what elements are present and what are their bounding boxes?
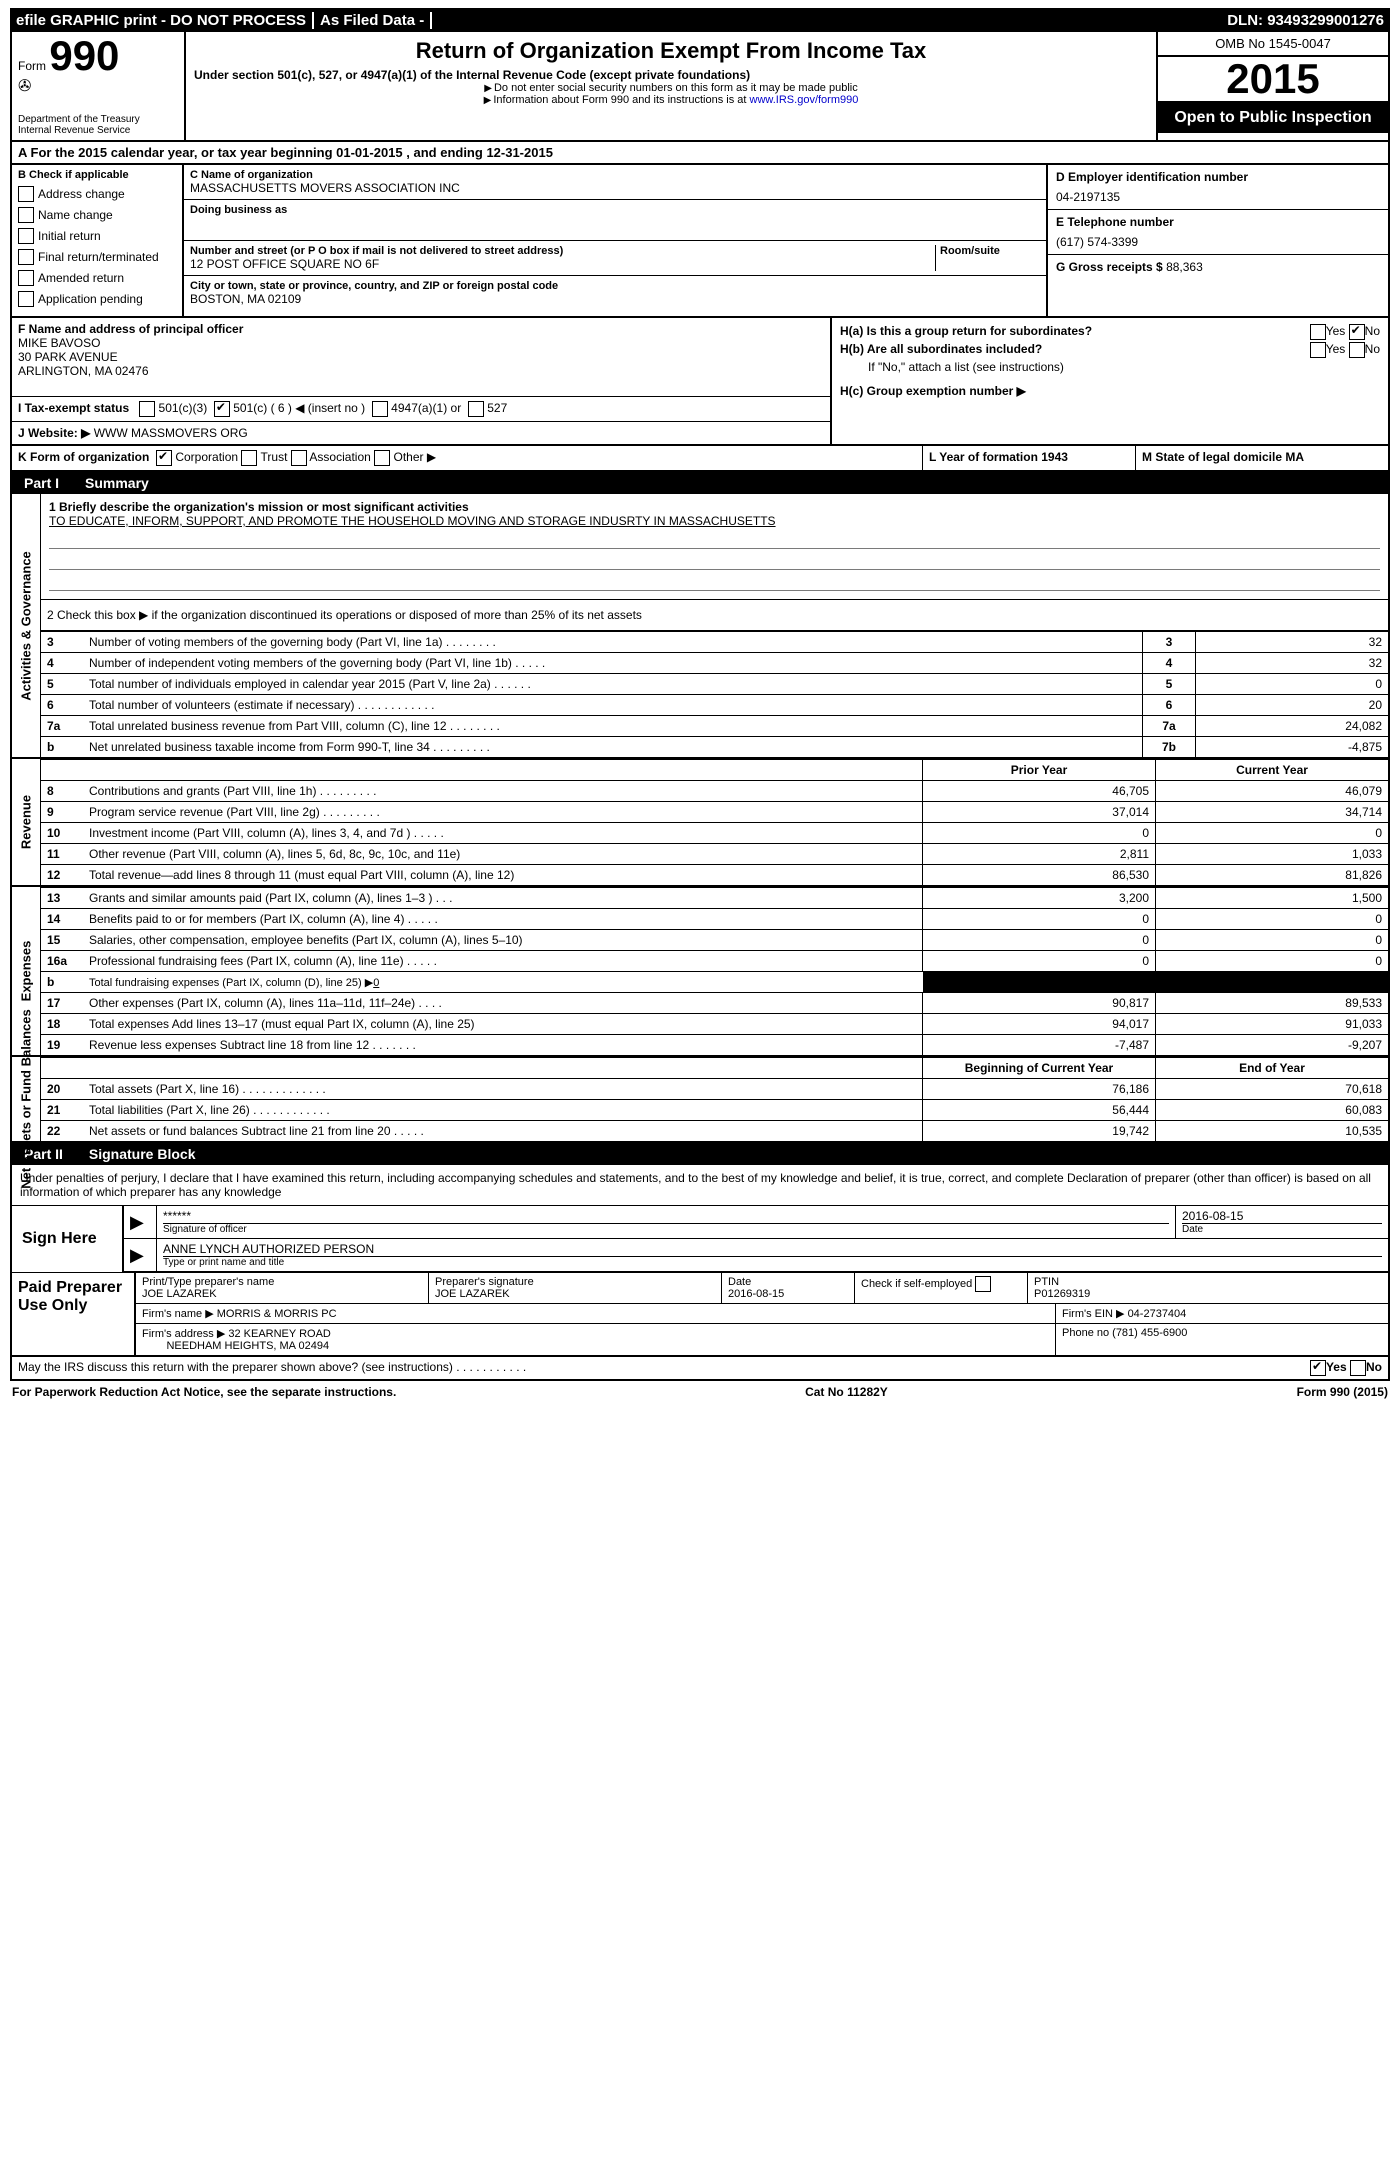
row-k: K Form of organization Corporation Trust… bbox=[10, 446, 1390, 472]
row-a-tax-year: A For the 2015 calendar year, or tax yea… bbox=[10, 142, 1390, 165]
form-title: Return of Organization Exempt From Incom… bbox=[194, 38, 1148, 64]
part1-netassets: Net Assets or Fund Balances Beginning of… bbox=[10, 1057, 1390, 1143]
form-number: 990 bbox=[49, 32, 119, 79]
dln: DLN: 93493299001276 bbox=[1221, 12, 1390, 29]
officer-label: F Name and address of principal officer bbox=[18, 322, 243, 336]
side-tab-governance: Activities & Governance bbox=[12, 494, 41, 757]
phone-label: E Telephone number bbox=[1056, 215, 1380, 229]
hb-no[interactable] bbox=[1349, 342, 1365, 358]
col-prior: Prior Year bbox=[923, 760, 1156, 781]
asfiled: As Filed Data - bbox=[314, 12, 432, 29]
tax-year: 2015 bbox=[1158, 57, 1388, 103]
hb-yes[interactable] bbox=[1310, 342, 1326, 358]
preparer-name: JOE LAZAREK bbox=[142, 1288, 422, 1300]
city-label: City or town, state or province, country… bbox=[190, 280, 1040, 292]
chk-501c[interactable] bbox=[214, 401, 230, 417]
org-name: MASSACHUSETTS MOVERS ASSOCIATION INC bbox=[190, 181, 1040, 195]
firm-ein: 04-2737404 bbox=[1128, 1308, 1187, 1320]
col-current: Current Year bbox=[1156, 760, 1389, 781]
chk-4947[interactable] bbox=[372, 401, 388, 417]
mission-text: TO EDUCATE, INFORM, SUPPORT, AND PROMOTE… bbox=[49, 514, 776, 528]
dept-treasury: Department of the Treasury bbox=[18, 114, 178, 125]
section-officer: F Name and address of principal officer … bbox=[10, 318, 1390, 446]
col-begin: Beginning of Current Year bbox=[923, 1058, 1156, 1079]
ein-value: 04-2197135 bbox=[1056, 190, 1380, 204]
part1: Activities & Governance 1 Briefly descri… bbox=[10, 494, 1390, 759]
note-ssn: Do not enter social security numbers on … bbox=[494, 82, 858, 94]
officer-print-name: ANNE LYNCH AUTHORIZED PERSON bbox=[163, 1242, 1382, 1256]
line2: 2 Check this box ▶ if the organization d… bbox=[41, 600, 1388, 631]
chk-527[interactable] bbox=[468, 401, 484, 417]
paid-preparer-label: Paid Preparer Use Only bbox=[12, 1273, 136, 1355]
applicable-checkbox[interactable] bbox=[18, 270, 34, 286]
chk-other[interactable] bbox=[374, 450, 390, 466]
ein-label: D Employer identification number bbox=[1056, 170, 1380, 184]
irs-link[interactable]: www.IRS.gov/form990 bbox=[750, 94, 859, 106]
part2-header: Part II Signature Block bbox=[10, 1143, 1390, 1165]
form-header: Form 990 ✇ Department of the Treasury In… bbox=[10, 32, 1390, 142]
mission-block: 1 Briefly describe the organization's mi… bbox=[41, 494, 1388, 600]
irs-label: Internal Revenue Service bbox=[18, 125, 178, 136]
chk-assoc[interactable] bbox=[291, 450, 307, 466]
firm-name: MORRIS & MORRIS PC bbox=[217, 1308, 337, 1320]
discuss-yes[interactable] bbox=[1310, 1360, 1326, 1376]
discuss-no[interactable] bbox=[1350, 1360, 1366, 1376]
form-word: Form bbox=[18, 59, 46, 73]
sign-here-label: Sign Here bbox=[12, 1206, 124, 1272]
efile-notice: efile GRAPHIC print - DO NOT PROCESS bbox=[10, 12, 314, 29]
part2: Under penalties of perjury, I declare th… bbox=[10, 1165, 1390, 1357]
applicable-checkbox[interactable] bbox=[18, 207, 34, 223]
preparer-phone: (781) 455-6900 bbox=[1112, 1327, 1187, 1339]
phone-value: (617) 574-3399 bbox=[1056, 235, 1380, 249]
sig-date: 2016-08-15 bbox=[1182, 1209, 1382, 1223]
col-end: End of Year bbox=[1156, 1058, 1389, 1079]
officer-name: MIKE BAVOSO bbox=[18, 336, 100, 350]
top-banner: efile GRAPHIC print - DO NOT PROCESS As … bbox=[10, 8, 1390, 32]
ha-no[interactable] bbox=[1349, 324, 1365, 340]
street: 12 POST OFFICE SQUARE NO 6F bbox=[190, 257, 935, 271]
page-footer: For Paperwork Reduction Act Notice, see … bbox=[10, 1381, 1390, 1403]
perjury-statement: Under penalties of perjury, I declare th… bbox=[12, 1165, 1388, 1206]
section-identity: B Check if applicable Address changeName… bbox=[10, 165, 1390, 318]
gross-receipts: 88,363 bbox=[1166, 260, 1203, 274]
chk-self-employed[interactable] bbox=[975, 1276, 991, 1292]
street-label: Number and street (or P O box if mail is… bbox=[190, 245, 935, 257]
year-formation: L Year of formation 1943 bbox=[929, 450, 1068, 464]
colB-label: B Check if applicable bbox=[18, 169, 176, 181]
ptin: P01269319 bbox=[1034, 1288, 1382, 1300]
irs-discuss-row: May the IRS discuss this return with the… bbox=[10, 1357, 1390, 1381]
part1-expenses: Expenses 13Grants and similar amounts pa… bbox=[10, 887, 1390, 1057]
open-to-public: Open to Public Inspection bbox=[1158, 103, 1388, 133]
applicable-checkbox[interactable] bbox=[18, 291, 34, 307]
chk-trust[interactable] bbox=[241, 450, 257, 466]
applicable-checkbox[interactable] bbox=[18, 186, 34, 202]
city: BOSTON, MA 02109 bbox=[190, 292, 1040, 306]
ha-yes[interactable] bbox=[1310, 324, 1326, 340]
preparer-date: 2016-08-15 bbox=[728, 1288, 848, 1300]
room-label: Room/suite bbox=[940, 245, 1040, 257]
chk-501c3[interactable] bbox=[139, 401, 155, 417]
chk-corp[interactable] bbox=[156, 450, 172, 466]
preparer-block: Paid Preparer Use Only Print/Type prepar… bbox=[12, 1272, 1388, 1355]
applicable-checkbox[interactable] bbox=[18, 228, 34, 244]
side-tab-net: Net Assets or Fund Balances bbox=[12, 1057, 41, 1141]
sign-block: Sign Here ▶ ****** Signature of officer … bbox=[12, 1206, 1388, 1272]
part1-revenue: Revenue Prior Year Current Year 8Contrib… bbox=[10, 759, 1390, 887]
omb-number: OMB No 1545-0047 bbox=[1158, 32, 1388, 57]
dba-label: Doing business as bbox=[190, 204, 1040, 216]
form-subtitle: Under section 501(c), 527, or 4947(a)(1)… bbox=[194, 68, 1148, 82]
applicable-checkbox[interactable] bbox=[18, 249, 34, 265]
website: WWW MASSMOVERS ORG bbox=[94, 426, 248, 440]
part1-header: Part I Summary bbox=[10, 472, 1390, 494]
state-domicile: M State of legal domicile MA bbox=[1142, 450, 1304, 464]
side-tab-revenue: Revenue bbox=[12, 759, 41, 885]
org-name-label: C Name of organization bbox=[190, 169, 1040, 181]
